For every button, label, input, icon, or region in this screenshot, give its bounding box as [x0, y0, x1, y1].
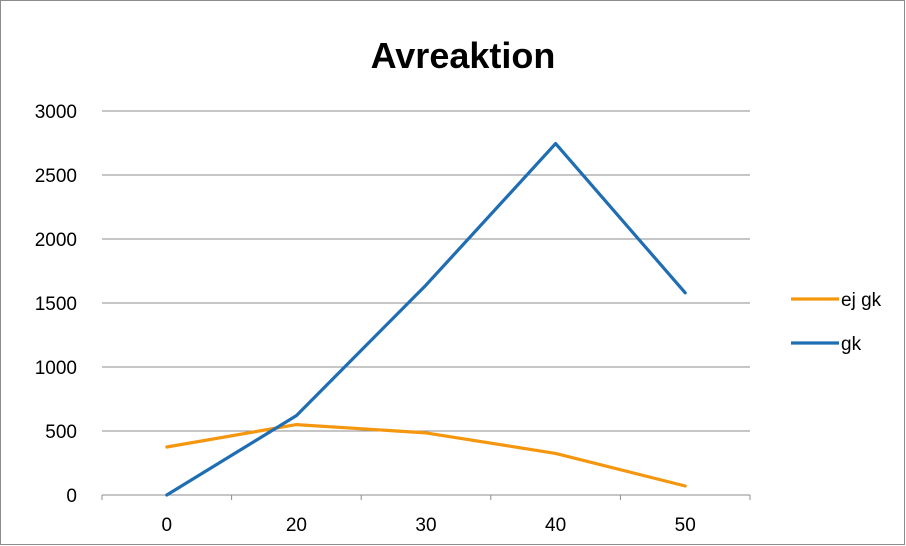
legend-item: ej gk [791, 290, 882, 311]
x-tick-label: 30 [415, 515, 436, 536]
y-tick-label: 1500 [35, 294, 77, 315]
y-tick-label: 500 [45, 422, 77, 443]
x-tick-label: 0 [162, 515, 173, 536]
legend-item: gk [791, 334, 862, 355]
legend-label: gk [841, 334, 862, 355]
y-tick-label: 2500 [35, 166, 77, 187]
x-tick-label: 40 [545, 515, 566, 536]
x-tick-label: 50 [675, 515, 696, 536]
series-lines [165, 142, 687, 497]
y-tick-label: 0 [66, 486, 77, 507]
legend: ej gk gk [791, 290, 882, 355]
y-tick-label: 3000 [35, 102, 77, 123]
series-line-ej-gk [165, 423, 687, 488]
axes: 0 500 1000 1500 2000 2500 3000 0 20 30 40 50 [35, 102, 751, 536]
series-line-gk [165, 142, 687, 497]
gridlines [102, 110, 750, 432]
legend-label: ej gk [841, 290, 882, 311]
x-tick-label: 20 [286, 515, 307, 536]
chart-title: Avreaktion [371, 35, 556, 76]
y-tick-label: 2000 [35, 230, 77, 251]
y-tick-label: 1000 [35, 358, 77, 379]
